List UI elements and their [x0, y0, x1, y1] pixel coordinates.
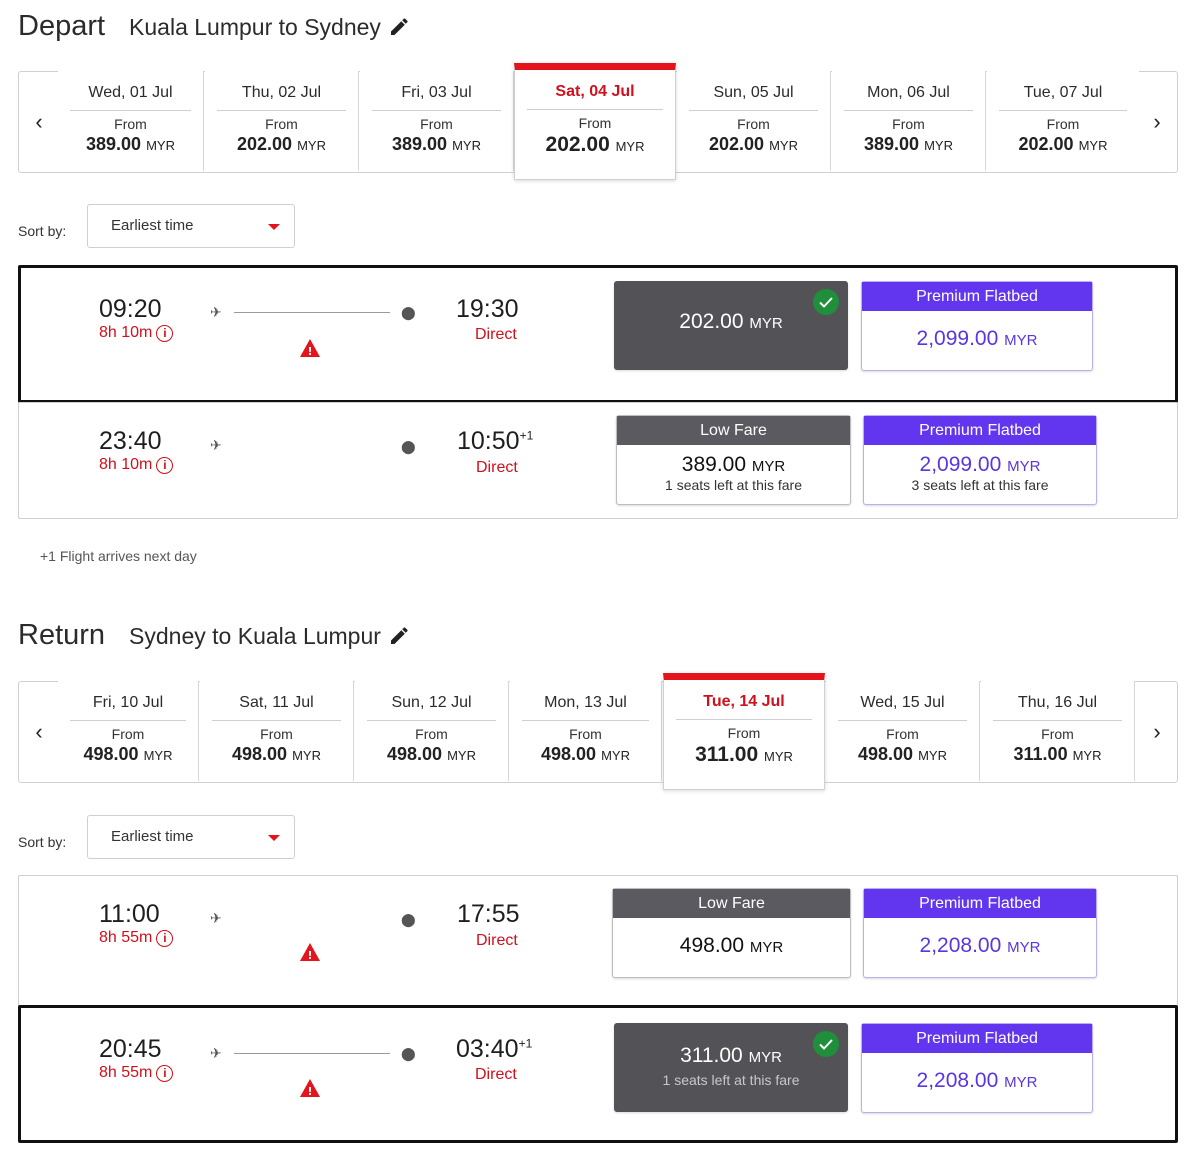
flight-row[interactable]: 23:40 8h 10m i ✈ ⬤ 10:50+1 Direct Low Far… [18, 402, 1178, 519]
date-cell-selected[interactable]: Sat, 04 Jul From 202.00 MYR [514, 63, 676, 180]
location-pin-icon: ⬤ [401, 305, 416, 320]
location-pin-icon: ⬤ [401, 912, 416, 927]
premium-flatbed-option[interactable]: Premium Flatbed 2,208.00 MYR [863, 888, 1097, 978]
stops-label: Direct [475, 326, 517, 343]
date-cell[interactable]: Sun, 12 Jul From 498.00 MYR [355, 681, 509, 781]
info-icon[interactable]: i [156, 1064, 174, 1082]
date-cell[interactable]: Fri, 03 Jul From 389.00 MYR [360, 71, 514, 171]
arrive-time: 19:30 [456, 295, 519, 323]
route-line [234, 1053, 390, 1054]
stops-label: Direct [476, 932, 518, 949]
warning-icon: ! [300, 1079, 320, 1097]
date-cell[interactable]: Mon, 13 Jul From 498.00 MYR [510, 681, 662, 781]
premium-flatbed-option[interactable]: Premium Flatbed 2,099.00 MYR 3 seats lef… [863, 415, 1097, 505]
date-cell[interactable]: Tue, 07 Jul From 202.00 MYR [987, 71, 1139, 171]
sort-dropdown[interactable]: Earliest time [87, 204, 295, 248]
sort-label: Sort by: [18, 223, 67, 239]
flight-row-selected[interactable]: 09:20 8h 10m i ✈ ⬤ ! 19:30 Direct 202.00 … [18, 265, 1178, 403]
date-cell[interactable]: Sun, 05 Jul From 202.00 MYR [677, 71, 831, 171]
chevron-left-icon[interactable]: ‹ [35, 719, 43, 744]
check-icon [813, 289, 839, 315]
depart-time: 20:45 [99, 1035, 162, 1063]
depart-title: Depart [18, 10, 106, 42]
arrive-time: 17:55 [457, 900, 520, 928]
date-cell[interactable]: Sat, 11 Jul From 498.00 MYR [200, 681, 354, 781]
duration: 8h 10m i [99, 456, 174, 474]
depart-time: 11:00 [99, 900, 160, 928]
svg-text:!: ! [307, 1085, 312, 1097]
depart-heading: Depart Kuala Lumpur to Sydney [18, 10, 409, 43]
sort-dropdown[interactable]: Earliest time [87, 815, 295, 859]
stops-label: Direct [475, 1066, 517, 1083]
next-day-footnote: +1 Flight arrives next day [40, 548, 197, 564]
flight-row-selected[interactable]: 20:45 8h 55m i ✈ ⬤ ! 03:40+1 Direct 311.0… [18, 1005, 1178, 1143]
date-cell[interactable]: Wed, 15 Jul From 498.00 MYR [826, 681, 980, 781]
date-cell[interactable]: Thu, 16 Jul From 311.00 MYR [981, 681, 1135, 781]
flight-row[interactable]: 11:00 8h 55m i ✈ ⬤ ! 17:55 Direct Low Far… [18, 875, 1178, 1007]
location-pin-icon: ⬤ [401, 439, 416, 454]
date-cell[interactable]: Fri, 10 Jul From 498.00 MYR [58, 681, 199, 781]
depart-date-strip: ‹ Wed, 01 Jul From 389.00 MYR Thu, 02 Ju… [18, 63, 1178, 180]
sort-value: Earliest time [111, 828, 194, 845]
plane-icon: ✈ [210, 1045, 222, 1061]
chevron-left-icon[interactable]: ‹ [35, 109, 43, 134]
return-date-strip: ‹ Fri, 10 Jul From 498.00 MYR Sat, 11 Ju… [18, 673, 1178, 790]
depart-time: 23:40 [99, 427, 162, 455]
svg-text:!: ! [307, 345, 312, 357]
plane-icon: ✈ [210, 910, 222, 926]
duration: 8h 55m i [99, 1064, 174, 1082]
depart-time: 09:20 [99, 295, 162, 323]
duration: 8h 10m i [99, 324, 174, 342]
date-cell[interactable]: Mon, 06 Jul From 389.00 MYR [832, 71, 986, 171]
sort-value: Earliest time [111, 217, 194, 234]
arrive-time: 03:40+1 [456, 1035, 533, 1063]
premium-flatbed-option[interactable]: Premium Flatbed 2,208.00 MYR [861, 1023, 1093, 1113]
pencil-icon[interactable] [389, 17, 409, 37]
depart-route: Kuala Lumpur to Sydney [129, 14, 381, 40]
warning-icon: ! [300, 943, 320, 961]
sort-label: Sort by: [18, 834, 67, 850]
stops-label: Direct [476, 459, 518, 476]
check-icon [813, 1031, 839, 1057]
date-cell[interactable]: Wed, 01 Jul From 389.00 MYR [58, 71, 204, 171]
low-fare-option[interactable]: 311.00 MYR 1 seats left at this fare [614, 1023, 848, 1112]
chevron-right-icon[interactable]: › [1153, 109, 1161, 134]
low-fare-option[interactable]: 202.00 MYR [614, 281, 848, 370]
plane-icon: ✈ [210, 437, 222, 453]
arrive-time: 10:50+1 [457, 427, 534, 455]
return-title: Return [18, 619, 106, 651]
chevron-down-icon [268, 224, 280, 230]
info-icon[interactable]: i [156, 456, 174, 474]
low-fare-option[interactable]: Low Fare 389.00 MYR 1 seats left at this… [616, 415, 851, 505]
chevron-right-icon[interactable]: › [1153, 719, 1161, 744]
date-cell-selected[interactable]: Tue, 14 Jul From 311.00 MYR [663, 673, 825, 790]
return-heading: Return Sydney to Kuala Lumpur [18, 619, 409, 652]
svg-text:!: ! [307, 949, 312, 961]
premium-flatbed-option[interactable]: Premium Flatbed 2,099.00 MYR [861, 281, 1093, 371]
warning-icon: ! [300, 339, 320, 357]
plane-icon: ✈ [210, 304, 222, 320]
low-fare-option[interactable]: Low Fare 498.00 MYR [612, 888, 851, 978]
info-icon[interactable]: i [156, 929, 174, 947]
route-line [234, 312, 390, 313]
pencil-icon[interactable] [389, 626, 409, 646]
return-route: Sydney to Kuala Lumpur [129, 623, 381, 649]
info-icon[interactable]: i [156, 324, 174, 342]
duration: 8h 55m i [99, 929, 174, 947]
location-pin-icon: ⬤ [401, 1046, 416, 1061]
date-cell[interactable]: Thu, 02 Jul From 202.00 MYR [205, 71, 359, 171]
chevron-down-icon [268, 835, 280, 841]
